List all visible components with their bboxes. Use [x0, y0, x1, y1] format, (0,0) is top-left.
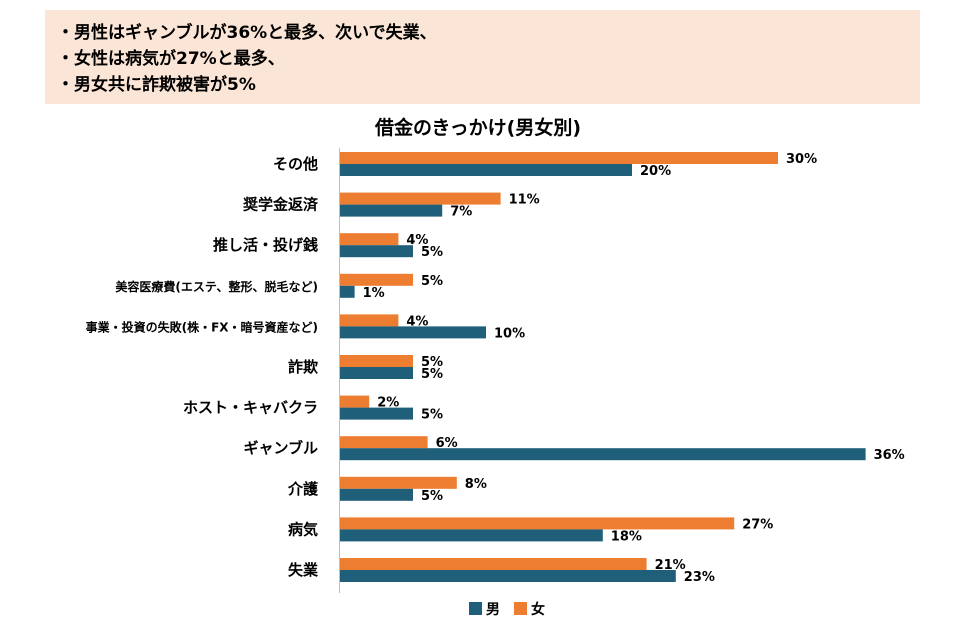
- category-label: ギャンブル: [243, 439, 318, 457]
- data-label-female: 27%: [742, 517, 773, 532]
- data-label-male: 7%: [450, 205, 472, 220]
- bar-male: [340, 285, 355, 298]
- category-label: 病気: [288, 520, 318, 538]
- category-label: 奨学金返済: [243, 196, 319, 214]
- data-label-male: 5%: [421, 489, 443, 504]
- data-label-female: 4%: [406, 314, 428, 329]
- category-label: 介護: [287, 480, 319, 498]
- data-label-male: 23%: [684, 570, 715, 585]
- data-label-female: 2%: [377, 396, 399, 411]
- data-label-male: 10%: [494, 326, 525, 341]
- summary-box: ・男性はギャンブルが36%と最多、次いで失業、 ・女性は病気が27%と最多、 ・…: [45, 10, 920, 104]
- bar-male: [340, 204, 443, 217]
- data-label-female: 6%: [436, 436, 458, 451]
- data-label-female: 8%: [465, 477, 487, 492]
- summary-line-2: ・女性は病気が27%と最多、: [57, 49, 285, 69]
- legend-label-male: 男: [486, 602, 500, 618]
- bar-female: [340, 192, 501, 205]
- data-label-male: 5%: [421, 245, 443, 260]
- bar-female: [340, 558, 647, 570]
- bar-female: [340, 233, 399, 246]
- legend: 男 女: [469, 601, 545, 618]
- category-label: その他: [273, 155, 318, 173]
- bar-female: [340, 273, 413, 286]
- bar-male: [340, 407, 413, 420]
- category-label: 推し活・投げ銭: [213, 236, 318, 254]
- data-label-female: 30%: [786, 152, 817, 167]
- data-label-male: 36%: [874, 448, 905, 463]
- summary-line-3: ・男女共に詐欺被害が5%: [57, 75, 256, 95]
- data-label-female: 11%: [509, 193, 540, 208]
- chart-title: 借金のきっかけ(男女別): [374, 116, 581, 139]
- bar-female: [340, 395, 370, 408]
- bars-group: その他 30%20%奨学金返済 11%7%推し活・投げ銭 4%5%美容医療費(エステ、…: [86, 152, 905, 585]
- category-label: ホスト・キャバクラ: [183, 399, 318, 417]
- data-label-male: 18%: [611, 529, 642, 544]
- data-label-male: 5%: [421, 367, 443, 382]
- category-label: 美容医療費(エステ、整形、脱毛など): [115, 279, 318, 294]
- bar-male: [340, 488, 413, 501]
- legend-swatch-male: [469, 602, 482, 615]
- data-label-female: 21%: [655, 558, 686, 573]
- bar-female: [340, 436, 428, 449]
- bar-female: [340, 314, 399, 327]
- data-label-male: 20%: [640, 164, 671, 179]
- data-label-male: 5%: [421, 408, 443, 423]
- bar-female: [340, 355, 413, 367]
- data-label-female: 5%: [421, 274, 443, 289]
- legend-label-female: 女: [531, 601, 545, 618]
- data-label-female: 5%: [421, 355, 443, 370]
- summary-line-1: ・男性はギャンブルが36%と最多、次いで失業、: [57, 23, 437, 43]
- legend-swatch-female: [514, 602, 527, 615]
- bar-female: [340, 152, 778, 164]
- bar-male: [340, 326, 486, 339]
- category-label: 失業: [288, 561, 319, 579]
- bar-female: [340, 517, 735, 530]
- bar-male: [340, 448, 866, 461]
- data-label-female: 4%: [406, 233, 428, 248]
- bar-male: [340, 570, 676, 582]
- bar-female: [340, 476, 457, 489]
- bar-male: [340, 164, 632, 176]
- bar-male: [340, 529, 603, 542]
- category-label: 事業・投資の失敗(株・FX・暗号資産など): [86, 319, 318, 334]
- bar-male: [340, 367, 413, 379]
- category-label: 詐欺: [288, 358, 318, 376]
- data-label-male: 1%: [363, 286, 385, 301]
- bar-male: [340, 245, 413, 258]
